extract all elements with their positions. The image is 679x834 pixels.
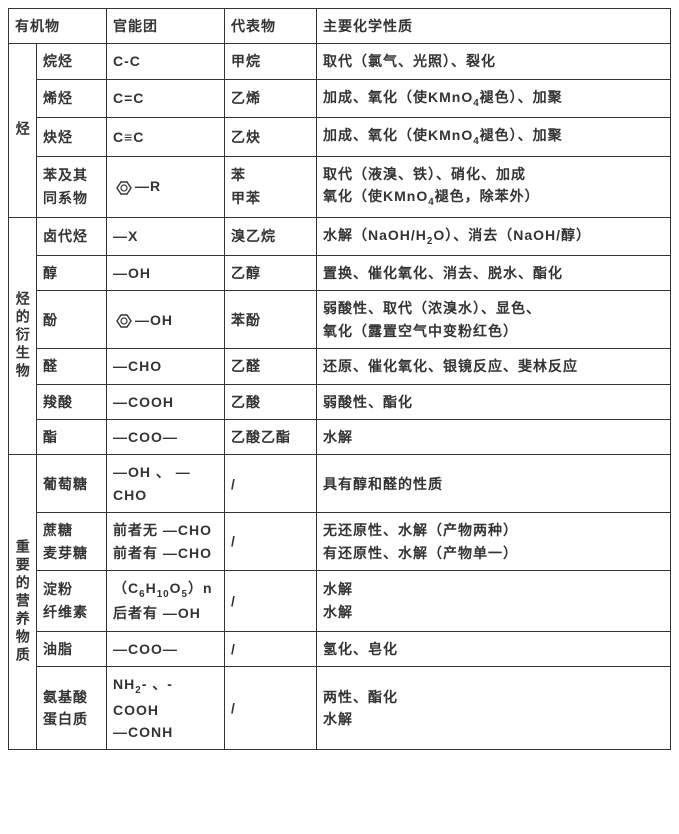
name-cell: 淀粉 纤维素 [37, 570, 107, 631]
fg-cell: C=C [107, 79, 225, 117]
name-cell: 卤代烃 [37, 217, 107, 255]
rep-cell: 苯 甲苯 [225, 156, 317, 217]
prop-cell: 加成、氧化（使KMnO4褪色）、加聚 [317, 118, 671, 156]
rep-cell: 乙烯 [225, 79, 317, 117]
name-cell: 蔗糖 麦芽糖 [37, 513, 107, 571]
name-cell: 羧酸 [37, 384, 107, 419]
rep-cell: / [225, 631, 317, 666]
name-cell: 酚 [37, 291, 107, 349]
table-row: 油脂 —COO— / 氢化、皂化 [9, 631, 671, 666]
prop-cell: 水解（NaOH/H2O）、消去（NaOH/醇） [317, 217, 671, 255]
benzene-icon [113, 181, 135, 195]
table-row: 酚 —OH 苯酚 弱酸性、取代（浓溴水）、显色、氧化（露置空气中变粉红色） [9, 291, 671, 349]
fg-cell: C≡C [107, 118, 225, 156]
rep-cell: 乙炔 [225, 118, 317, 156]
header-organic: 有机物 [9, 9, 107, 44]
table-row: 炔烃 C≡C 乙炔 加成、氧化（使KMnO4褪色）、加聚 [9, 118, 671, 156]
name-cell: 醇 [37, 256, 107, 291]
prop-cell: 具有醇和醛的性质 [317, 455, 671, 513]
table-row: 醇 —OH 乙醇 置换、催化氧化、消去、脱水、酯化 [9, 256, 671, 291]
prop-cell: 取代（氯气、光照）、裂化 [317, 44, 671, 79]
fg-cell: —COO— [107, 631, 225, 666]
prop-cell: 置换、催化氧化、消去、脱水、酯化 [317, 256, 671, 291]
name-cell: 酯 [37, 420, 107, 455]
header-properties: 主要化学性质 [317, 9, 671, 44]
table-row: 淀粉 纤维素 （C6H10O5）n 后者有 —OH / 水解 水解 [9, 570, 671, 631]
header-representative: 代表物 [225, 9, 317, 44]
header-functional-group: 官能团 [107, 9, 225, 44]
rep-cell: 甲烷 [225, 44, 317, 79]
name-cell: 炔烃 [37, 118, 107, 156]
rep-cell: 乙醇 [225, 256, 317, 291]
prop-cell: 水解 [317, 420, 671, 455]
rep-cell: / [225, 513, 317, 571]
fg-cell: （C6H10O5）n 后者有 —OH [107, 570, 225, 631]
name-cell: 葡萄糖 [37, 455, 107, 513]
rep-cell: 苯酚 [225, 291, 317, 349]
name-cell: 烯烃 [37, 79, 107, 117]
fg-cell: 前者无 —CHO 前者有 —CHO [107, 513, 225, 571]
name-cell: 醛 [37, 349, 107, 384]
table-row: 羧酸 —COOH 乙酸 弱酸性、酯化 [9, 384, 671, 419]
benzene-icon [113, 314, 135, 328]
rep-cell: 乙酸乙酯 [225, 420, 317, 455]
fg-cell: —OH [107, 291, 225, 349]
prop-cell: 氢化、皂化 [317, 631, 671, 666]
category-hydrocarbon: 烃 [9, 44, 37, 217]
header-row: 有机物 官能团 代表物 主要化学性质 [9, 9, 671, 44]
prop-cell: 弱酸性、酯化 [317, 384, 671, 419]
prop-cell: 无还原性、水解（产物两种） 有还原性、水解（产物单一） [317, 513, 671, 571]
rep-cell: 乙酸 [225, 384, 317, 419]
name-cell: 油脂 [37, 631, 107, 666]
table-row: 重要的营养物质 葡萄糖 —OH 、 —CHO / 具有醇和醛的性质 [9, 455, 671, 513]
table-row: 烯烃 C=C 乙烯 加成、氧化（使KMnO4褪色）、加聚 [9, 79, 671, 117]
fg-cell: —COO— [107, 420, 225, 455]
fg-cell: NH2- 、-COOH —CONH [107, 667, 225, 750]
name-cell: 氨基酸 蛋白质 [37, 667, 107, 750]
table-row: 氨基酸 蛋白质 NH2- 、-COOH —CONH / 两性、酯化 水解 [9, 667, 671, 750]
category-nutrition: 重要的营养物质 [9, 455, 37, 750]
rep-cell: 溴乙烷 [225, 217, 317, 255]
name-cell: 苯及其同系物 [37, 156, 107, 217]
rep-cell: / [225, 455, 317, 513]
prop-cell: 加成、氧化（使KMnO4褪色）、加聚 [317, 79, 671, 117]
fg-cell: —R [107, 156, 225, 217]
prop-cell: 水解 水解 [317, 570, 671, 631]
rep-cell: 乙醛 [225, 349, 317, 384]
prop-cell: 两性、酯化 水解 [317, 667, 671, 750]
table-row: 烃的衍生物 卤代烃 —X 溴乙烷 水解（NaOH/H2O）、消去（NaOH/醇） [9, 217, 671, 255]
prop-cell: 还原、催化氧化、银镜反应、斐林反应 [317, 349, 671, 384]
table-row: 蔗糖 麦芽糖 前者无 —CHO 前者有 —CHO / 无还原性、水解（产物两种）… [9, 513, 671, 571]
table-row: 苯及其同系物 —R 苯 甲苯 取代（液溴、铁）、硝化、加成 氧化（使KMnO4褪… [9, 156, 671, 217]
fg-cell: —COOH [107, 384, 225, 419]
prop-cell: 弱酸性、取代（浓溴水）、显色、氧化（露置空气中变粉红色） [317, 291, 671, 349]
fg-cell: C-C [107, 44, 225, 79]
rep-cell: / [225, 667, 317, 750]
name-cell: 烷烃 [37, 44, 107, 79]
table-row: 烃 烷烃 C-C 甲烷 取代（氯气、光照）、裂化 [9, 44, 671, 79]
rep-cell: / [225, 570, 317, 631]
table-row: 酯 —COO— 乙酸乙酯 水解 [9, 420, 671, 455]
fg-cell: —OH 、 —CHO [107, 455, 225, 513]
table-row: 醛 —CHO 乙醛 还原、催化氧化、银镜反应、斐林反应 [9, 349, 671, 384]
category-derivative: 烃的衍生物 [9, 217, 37, 455]
fg-cell: —OH [107, 256, 225, 291]
prop-cell: 取代（液溴、铁）、硝化、加成 氧化（使KMnO4褪色，除苯外） [317, 156, 671, 217]
organic-chemistry-table: 有机物 官能团 代表物 主要化学性质 烃 烷烃 C-C 甲烷 取代（氯气、光照）… [8, 8, 671, 750]
fg-cell: —CHO [107, 349, 225, 384]
fg-cell: —X [107, 217, 225, 255]
